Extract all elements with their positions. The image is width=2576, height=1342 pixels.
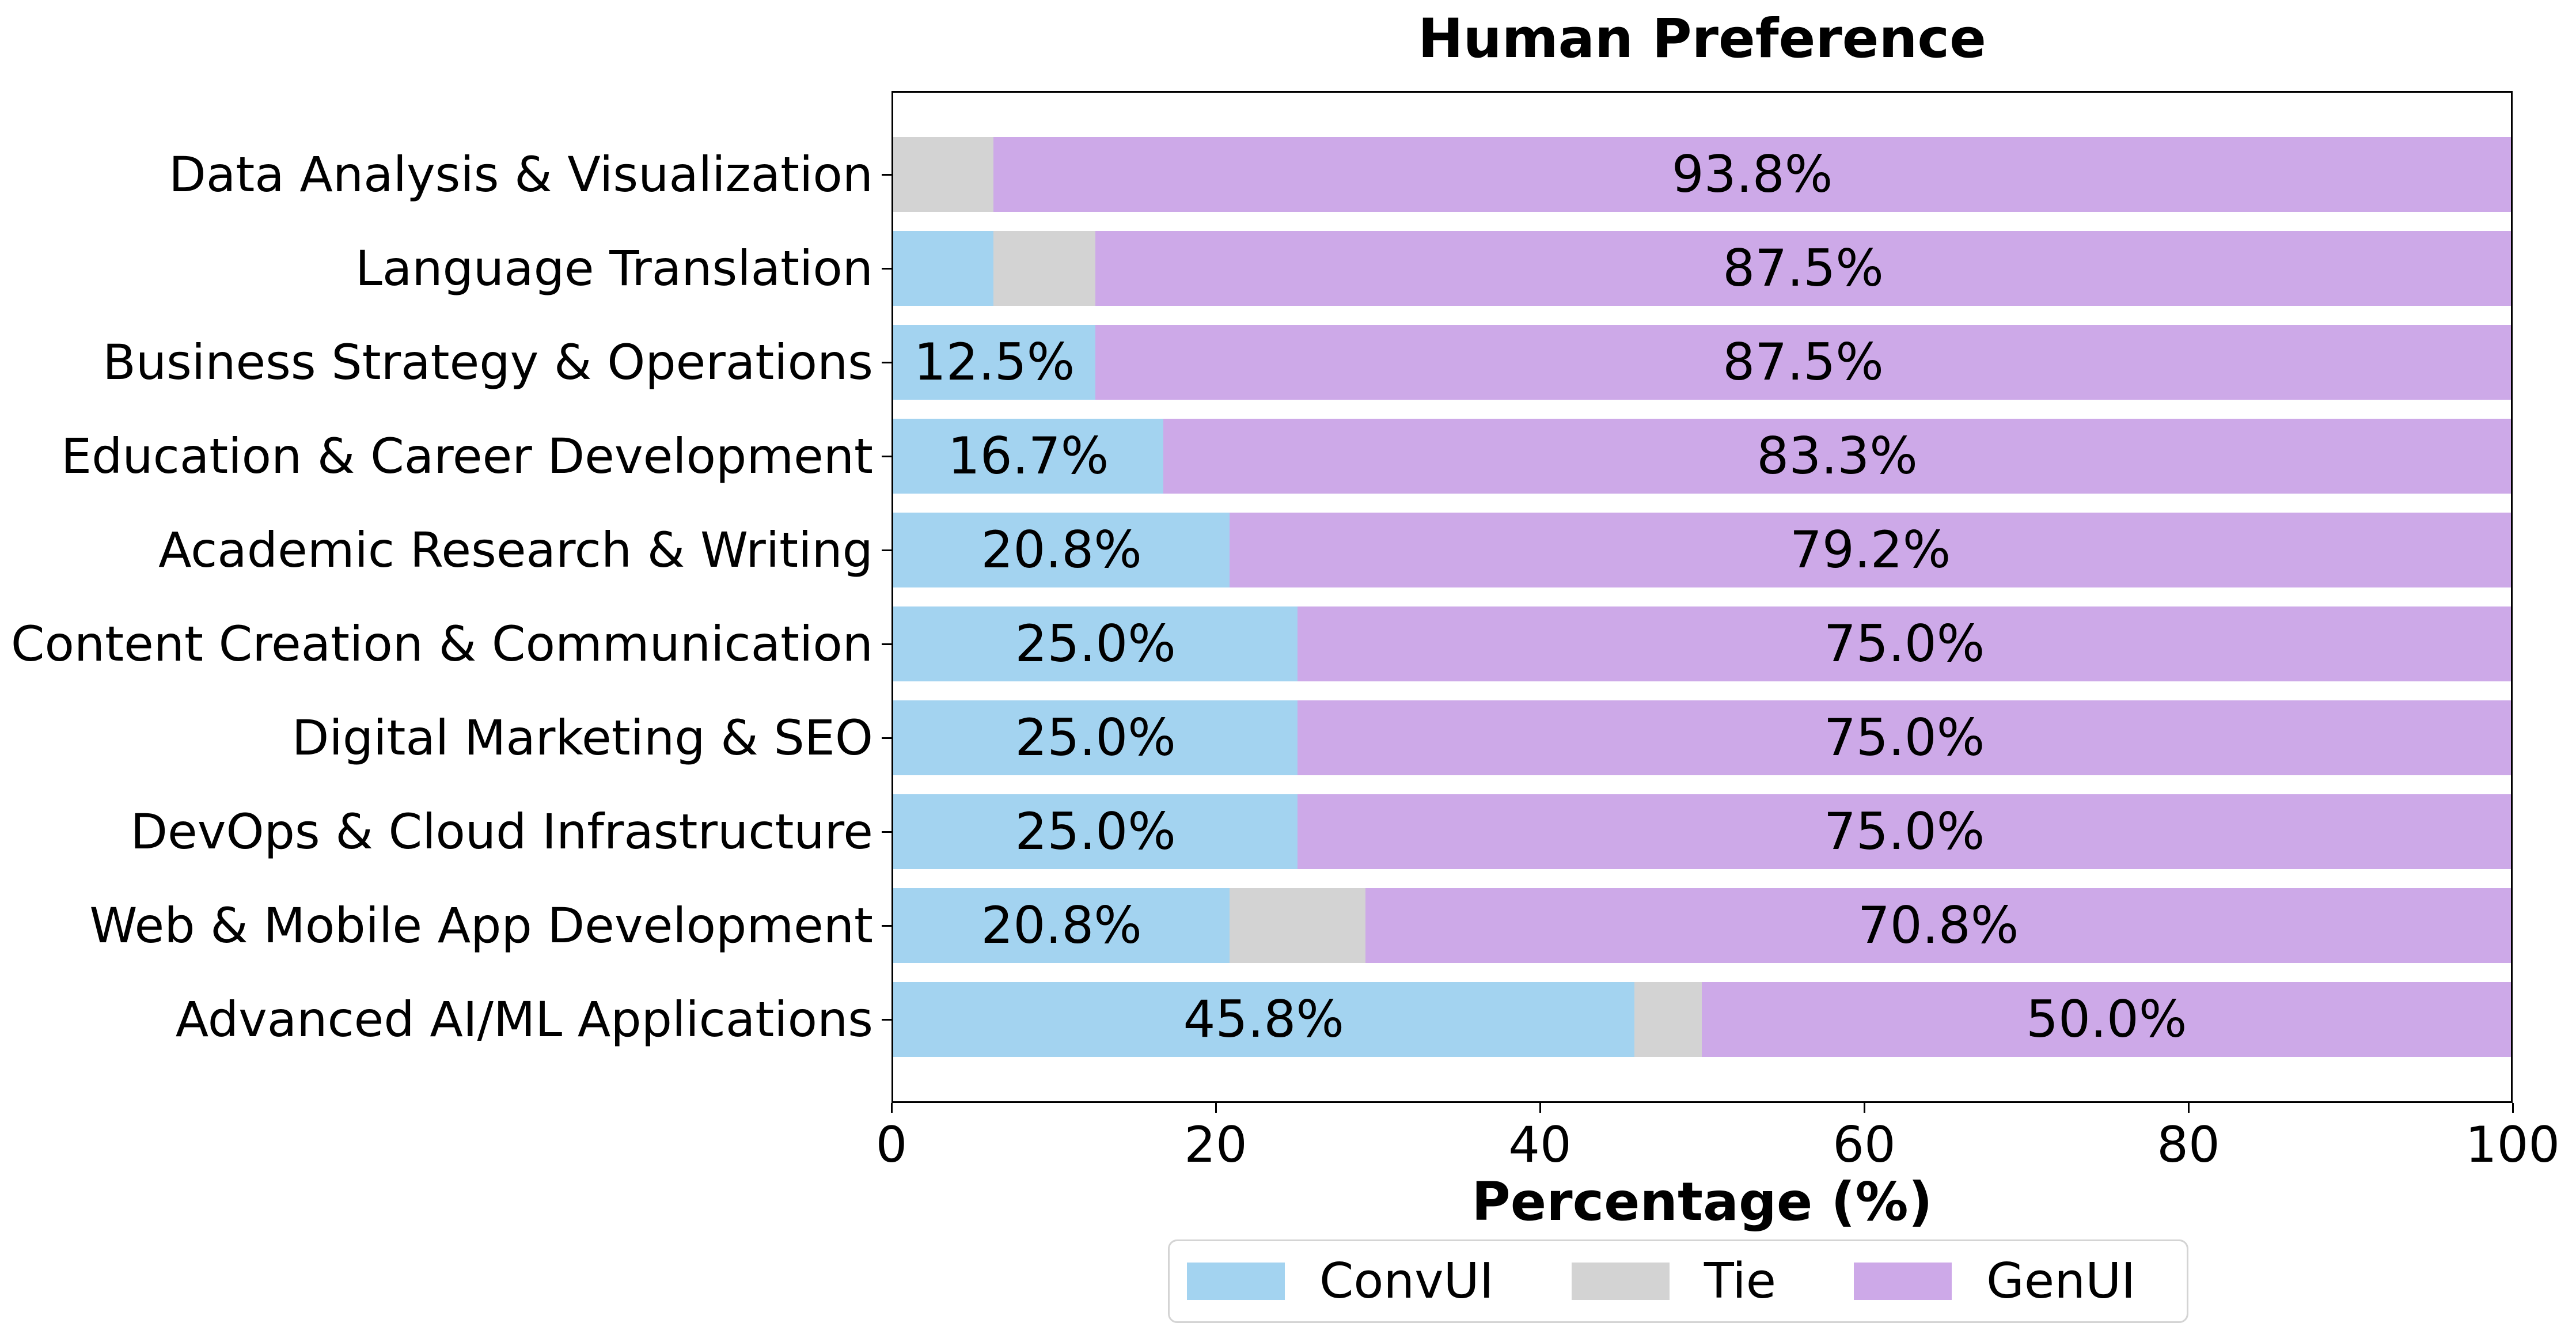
y-axis-category-label: Web & Mobile App Development xyxy=(89,897,873,954)
x-axis-tick-label: 40 xyxy=(1508,1116,1572,1174)
bar-segment-convui: 20.8% xyxy=(893,513,1230,587)
y-axis-tick xyxy=(882,1018,891,1021)
y-axis-tick xyxy=(882,173,891,176)
legend-label-genui: GenUI xyxy=(1986,1252,2136,1310)
segment-value-label: 70.8% xyxy=(1857,896,2019,955)
bar-segment-genui: 70.8% xyxy=(1365,888,2511,963)
y-axis-category-label: DevOps & Cloud Infrastructure xyxy=(130,803,873,860)
segment-value-label: 75.0% xyxy=(1823,708,1985,767)
bar-segment-convui xyxy=(893,231,994,306)
segment-value-label: 93.8% xyxy=(1671,145,1833,204)
bar-row: 12.5% 87.5% xyxy=(893,325,2511,400)
bar-segment-tie xyxy=(893,137,994,212)
segment-value-label: 16.7% xyxy=(947,426,1109,486)
bar-row: 25.0% 75.0% xyxy=(893,700,2511,775)
bar-segment-genui: 75.0% xyxy=(1298,794,2511,869)
bar-segment-convui: 20.8% xyxy=(893,888,1230,963)
y-axis-category-label: Data Analysis & Visualization xyxy=(169,146,873,203)
bar-segment-genui: 87.5% xyxy=(1095,231,2511,306)
segment-value-label: 50.0% xyxy=(2025,990,2187,1049)
y-axis-tick xyxy=(882,737,891,739)
segment-value-label: 12.5% xyxy=(913,332,1075,392)
segment-value-label: 79.2% xyxy=(1789,520,1951,579)
bar-row: 25.0% 75.0% xyxy=(893,606,2511,681)
bar-segment-convui: 25.0% xyxy=(893,794,1298,869)
legend-swatch-tie xyxy=(1571,1263,1670,1300)
y-axis-category-label: Academic Research & Writing xyxy=(158,522,873,578)
segment-value-label: 25.0% xyxy=(1015,708,1176,767)
y-axis-category-label: Education & Career Development xyxy=(61,428,873,484)
bar-row: 45.8% 50.0% xyxy=(893,982,2511,1057)
y-axis-tick xyxy=(882,455,891,457)
x-axis-tick-label: 20 xyxy=(1184,1116,1247,1174)
x-axis-tick xyxy=(2511,1103,2514,1113)
x-axis-tick xyxy=(1863,1103,1865,1113)
bar-row: 87.5% xyxy=(893,231,2511,306)
x-axis-tick-label: 60 xyxy=(1833,1116,1896,1174)
y-axis-tick xyxy=(882,831,891,833)
bar-segment-genui: 79.2% xyxy=(1230,513,2511,587)
bar-segment-convui: 25.0% xyxy=(893,606,1298,681)
y-axis-tick xyxy=(882,643,891,645)
legend-swatch-genui xyxy=(1854,1263,1952,1300)
segment-value-label: 75.0% xyxy=(1823,802,1985,861)
bar-segment-genui: 75.0% xyxy=(1298,700,2511,775)
segment-value-label: 75.0% xyxy=(1823,614,1985,673)
bar-segment-tie xyxy=(1634,982,1702,1057)
x-axis-tick xyxy=(2187,1103,2190,1113)
chart-title: Human Preference xyxy=(1418,7,1986,70)
bar-row: 20.8% 79.2% xyxy=(893,513,2511,587)
x-axis-tick-label: 0 xyxy=(875,1116,908,1174)
plot-area: 93.8% 87.5% 12.5% 87.5% 16.7% 83.3% 20.8% 79.2%… xyxy=(891,91,2513,1103)
segment-value-label: 45.8% xyxy=(1183,990,1345,1049)
legend-item-convui: ConvUI xyxy=(1187,1253,1494,1310)
legend-item-tie: Tie xyxy=(1571,1252,1777,1310)
x-axis-tick-label: 100 xyxy=(2465,1116,2560,1174)
segment-value-label: 83.3% xyxy=(1756,426,1918,486)
y-axis-category-label: Business Strategy & Operations xyxy=(103,334,873,391)
y-axis-category-label: Content Creation & Communication xyxy=(10,616,873,672)
y-axis-category-label: Language Translation xyxy=(355,240,873,297)
bar-segment-genui: 83.3% xyxy=(1163,419,2511,494)
segment-value-label: 20.8% xyxy=(981,520,1142,579)
bar-row: 16.7% 83.3% xyxy=(893,419,2511,494)
bar-row: 93.8% xyxy=(893,137,2511,212)
x-axis-tick-label: 80 xyxy=(2157,1116,2220,1174)
bar-segment-genui: 75.0% xyxy=(1298,606,2511,681)
x-axis-tick xyxy=(890,1103,893,1113)
legend-item-genui: GenUI xyxy=(1854,1253,2135,1310)
bar-segment-convui: 16.7% xyxy=(893,419,1164,494)
x-axis-title: Percentage (%) xyxy=(1471,1171,1933,1233)
bar-row: 25.0% 75.0% xyxy=(893,794,2511,869)
bar-segment-genui: 50.0% xyxy=(1702,982,2511,1057)
bar-segment-convui: 25.0% xyxy=(893,700,1298,775)
legend: ConvUI Tie GenUI xyxy=(1168,1239,2188,1323)
legend-label-tie: Tie xyxy=(1704,1252,1777,1310)
y-axis-tick xyxy=(882,549,891,551)
segment-value-label: 25.0% xyxy=(1015,802,1176,861)
segment-value-label: 87.5% xyxy=(1723,332,1884,392)
y-axis-tick xyxy=(882,361,891,363)
segment-value-label: 20.8% xyxy=(981,896,1142,955)
legend-label-convui: ConvUI xyxy=(1319,1252,1494,1310)
x-axis-tick xyxy=(1539,1103,1541,1113)
segment-value-label: 25.0% xyxy=(1015,614,1176,673)
bar-row: 20.8% 70.8% xyxy=(893,888,2511,963)
bar-segment-genui: 87.5% xyxy=(1095,325,2511,400)
y-axis-category-label: Digital Marketing & SEO xyxy=(291,710,873,766)
bar-segment-tie xyxy=(993,231,1096,306)
y-axis-tick xyxy=(882,924,891,927)
bar-segment-convui: 12.5% xyxy=(893,325,1096,400)
y-axis-tick xyxy=(882,267,891,270)
bar-segment-tie xyxy=(1230,888,1366,963)
bar-segment-genui: 93.8% xyxy=(993,137,2511,212)
bar-segment-convui: 45.8% xyxy=(893,982,1634,1057)
legend-swatch-convui xyxy=(1187,1263,1285,1300)
segment-value-label: 87.5% xyxy=(1723,238,1884,298)
x-axis-tick xyxy=(1215,1103,1217,1113)
y-axis-category-label: Advanced AI/ML Applications xyxy=(175,991,873,1048)
